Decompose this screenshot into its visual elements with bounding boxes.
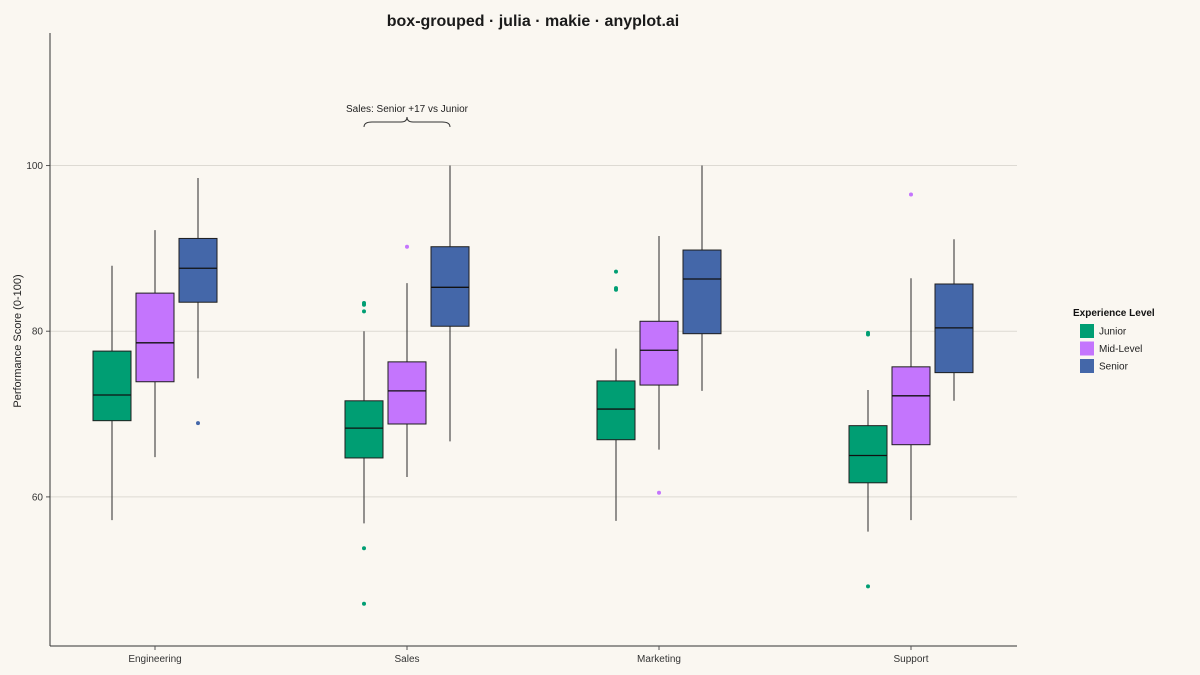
box (92, 350, 132, 422)
outlier-point (362, 302, 366, 307)
box (639, 320, 679, 386)
outlier-point (657, 490, 661, 495)
box (848, 425, 888, 484)
annotation-bracket (363, 116, 451, 128)
series-senior (178, 165, 974, 442)
box (682, 249, 722, 335)
legend-swatch (1080, 341, 1094, 356)
legend-label: Senior (1099, 362, 1129, 373)
x-tick-label: Sales (394, 654, 419, 665)
gridlines (50, 165, 1017, 498)
legend-item: Senior (1080, 359, 1129, 373)
box (387, 361, 427, 425)
annotation: Sales: Senior +17 vs Junior (346, 104, 469, 128)
legend: Experience Level Junior Mid-Level Senior (1073, 308, 1155, 373)
outlier-point (614, 287, 618, 292)
x-tick-label: Support (893, 654, 928, 665)
x-tick-label: Marketing (637, 654, 681, 665)
outlier-point (196, 421, 200, 426)
annotation-text: Sales: Senior +17 vs Junior (346, 104, 469, 115)
outlier-point (866, 332, 870, 337)
axes: 60 80 100 Engineering Sales Marketing Support (26, 33, 1017, 665)
outlier-point (362, 546, 366, 551)
outlier-point (405, 244, 409, 249)
outlier-point (362, 601, 366, 606)
legend-item: Mid-Level (1080, 341, 1142, 356)
series-junior (92, 265, 888, 606)
x-tick-label: Engineering (128, 654, 181, 665)
box (891, 366, 931, 446)
box-series (92, 165, 974, 606)
box (344, 400, 384, 459)
legend-item: Junior (1080, 324, 1127, 338)
y-tick-label: 100 (26, 161, 43, 172)
legend-label: Junior (1099, 327, 1127, 338)
outlier-point (362, 309, 366, 314)
chart-title: box-grouped · julia · makie · anyplot.ai (387, 13, 679, 30)
legend-swatch (1080, 359, 1094, 373)
box (135, 292, 175, 383)
y-tick-label: 80 (32, 327, 44, 338)
box (596, 380, 636, 441)
box (430, 246, 470, 327)
legend-title: Experience Level (1073, 308, 1155, 319)
legend-swatch (1080, 324, 1094, 338)
outlier-point (866, 584, 870, 589)
series-mid-level (135, 192, 931, 521)
box (178, 237, 218, 303)
outlier-point (614, 269, 618, 274)
y-axis-label: Performance Score (0-100) (12, 274, 24, 407)
y-tick-label: 60 (32, 492, 44, 503)
outlier-point (909, 192, 913, 197)
legend-label: Mid-Level (1099, 344, 1142, 355)
